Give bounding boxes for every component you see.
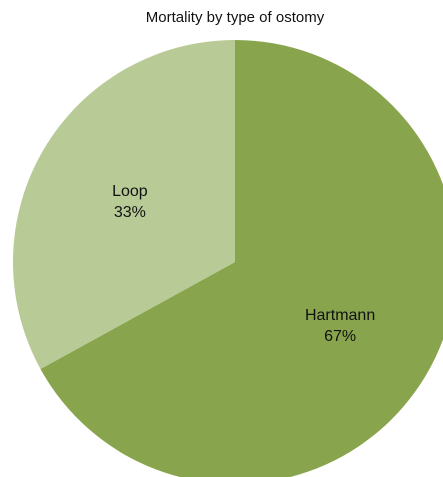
pie-labels: Hartmann 67% Loop 33% [112, 183, 375, 345]
chart-title: Mortality by type of ostomy [145, 9, 325, 26]
pie-slice-hartmann [40, 40, 443, 477]
pie-label-value: 33% [114, 204, 146, 221]
pie-slices [12, 40, 443, 477]
pie-label-loop: Loop 33% [112, 183, 148, 221]
pie-label-hartmann: Hartmann 67% [305, 307, 375, 345]
pie-label-name: Hartmann [305, 307, 375, 324]
pie-label-value: 67% [324, 328, 356, 345]
pie-slice-loop [12, 40, 235, 369]
pie-label-name: Loop [112, 183, 148, 200]
